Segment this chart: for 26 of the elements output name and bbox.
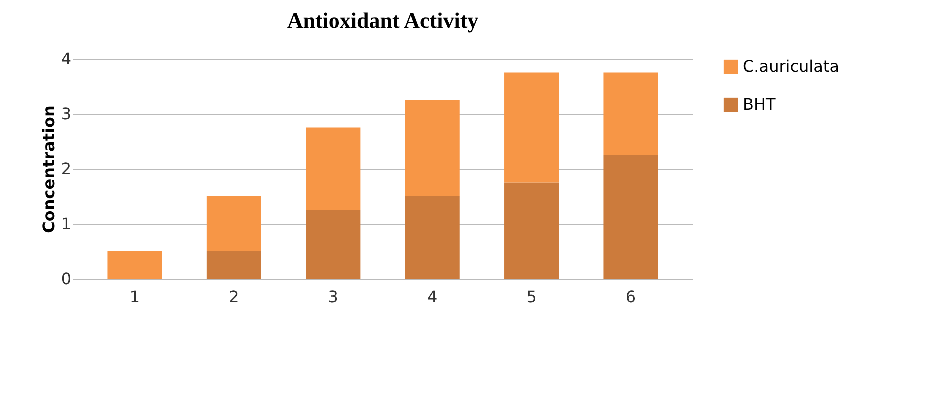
bar bbox=[306, 128, 361, 210]
y-tick-label: 2 bbox=[61, 160, 72, 178]
y-axis-title: Concentration bbox=[39, 106, 58, 234]
bar bbox=[206, 196, 262, 252]
bar bbox=[405, 196, 460, 279]
legend-label: C.auriculata bbox=[743, 57, 840, 76]
legend-label: BHT bbox=[743, 95, 776, 114]
bar bbox=[206, 252, 262, 279]
y-tick-label: 1 bbox=[61, 214, 72, 234]
chart-title: Antioxidant Activity bbox=[287, 8, 479, 33]
bar bbox=[504, 72, 560, 183]
y-tick-label: 3 bbox=[61, 104, 72, 124]
bar bbox=[604, 155, 658, 279]
y-tick-label: 0 bbox=[61, 270, 72, 288]
x-tick-label: 1 bbox=[130, 288, 140, 306]
bar bbox=[604, 72, 658, 156]
y-tick-label: 4 bbox=[61, 50, 72, 68]
x-tick-label: 2 bbox=[229, 288, 240, 306]
bar bbox=[405, 100, 460, 196]
bar bbox=[306, 210, 361, 279]
bar bbox=[504, 182, 560, 279]
x-tick-label: 3 bbox=[328, 288, 338, 306]
x-tick-label: 4 bbox=[428, 288, 438, 306]
bar bbox=[108, 252, 162, 279]
x-tick-label: 5 bbox=[526, 288, 537, 306]
x-tick-label: 6 bbox=[626, 288, 636, 306]
